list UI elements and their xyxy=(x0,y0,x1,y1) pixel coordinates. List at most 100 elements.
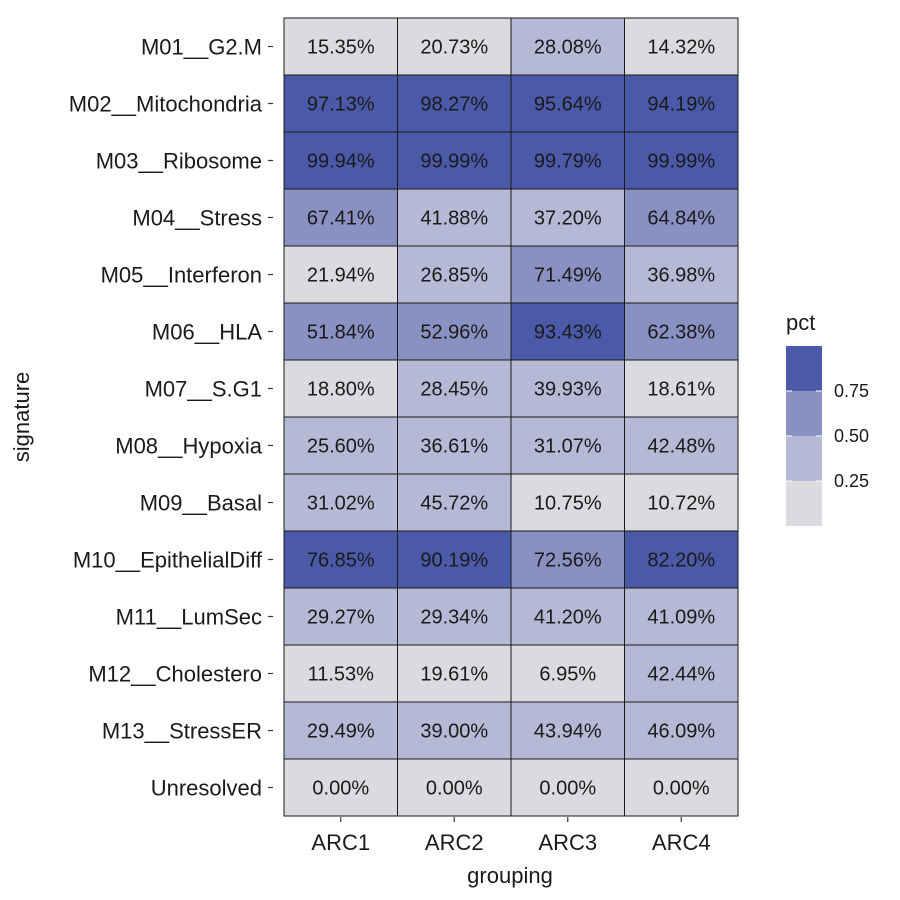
column-tick-label: ARC4 xyxy=(652,830,711,855)
cell-value-label: 72.56% xyxy=(534,550,602,572)
heatmap-cell xyxy=(283,17,398,76)
x-axis-title: grouping xyxy=(467,863,553,888)
cell-value-label: 10.75% xyxy=(534,493,602,515)
heatmap-cell xyxy=(283,758,398,817)
heatmap-cell xyxy=(510,530,625,589)
heatmap-cell xyxy=(510,587,625,646)
heatmap-cell xyxy=(510,359,625,418)
cell-value-label: 41.88% xyxy=(420,208,488,230)
cell-value-label: 95.64% xyxy=(534,94,602,116)
cell-value-label: 10.72% xyxy=(647,493,715,515)
heatmap-cell xyxy=(510,701,625,760)
row-tick-label: M03__Ribosome xyxy=(96,149,262,174)
legend-tick-label: 0.50 xyxy=(834,426,869,446)
legend-color-swatch xyxy=(786,346,822,391)
cell-value-label: 28.08% xyxy=(534,37,602,59)
heatmap-cell xyxy=(624,17,739,76)
cell-value-label: 0.00% xyxy=(653,778,710,800)
heatmap-cell xyxy=(283,644,398,703)
cell-value-label: 99.79% xyxy=(534,151,602,173)
heatmap-cell xyxy=(397,302,512,361)
row-tick-label: Unresolved xyxy=(151,776,262,801)
cell-value-label: 18.61% xyxy=(647,379,715,401)
cell-value-label: 39.93% xyxy=(534,379,602,401)
heatmap-cell xyxy=(283,188,398,247)
cell-value-label: 0.00% xyxy=(312,778,369,800)
heatmap-cell xyxy=(624,302,739,361)
heatmap-cell xyxy=(283,302,398,361)
legend-color-swatch xyxy=(786,481,822,526)
row-tick-label: M09__Basal xyxy=(140,491,262,516)
heatmap-cell xyxy=(397,587,512,646)
heatmap-cell xyxy=(510,473,625,532)
heatmap-cell xyxy=(624,758,739,817)
heatmap-cell xyxy=(624,701,739,760)
heatmap-cell xyxy=(397,17,512,76)
cell-value-label: 62.38% xyxy=(647,322,715,344)
cell-value-label: 18.80% xyxy=(307,379,375,401)
y-axis-title: signature xyxy=(9,372,34,463)
column-tick-label: ARC2 xyxy=(425,830,484,855)
cell-value-label: 21.94% xyxy=(307,265,375,287)
cell-value-label: 37.20% xyxy=(534,208,602,230)
cell-value-label: 94.19% xyxy=(647,94,715,116)
cell-value-label: 29.49% xyxy=(307,721,375,743)
column-tick-label: ARC3 xyxy=(538,830,597,855)
cell-value-label: 41.09% xyxy=(647,607,715,629)
cell-value-label: 14.32% xyxy=(647,37,715,59)
cell-value-label: 76.85% xyxy=(307,550,375,572)
heatmap-cell xyxy=(283,416,398,475)
row-labels: M01__G2.M M02__Mitochondria M03__Ribosome M… xyxy=(69,35,273,801)
heatmap-cell xyxy=(624,131,739,190)
heatmap-cell xyxy=(283,359,398,418)
cell-value-label: 97.13% xyxy=(307,94,375,116)
heatmap-cell xyxy=(283,530,398,589)
cell-value-label: 26.85% xyxy=(420,265,488,287)
heatmap-cell xyxy=(624,359,739,418)
legend-title: pct xyxy=(786,310,815,335)
cell-value-label: 71.49% xyxy=(534,265,602,287)
cell-value-label: 0.00% xyxy=(539,778,596,800)
heatmap-cell xyxy=(510,644,625,703)
row-tick-label: M06__HLA xyxy=(152,320,262,345)
row-tick-label: M01__G2.M xyxy=(141,35,262,60)
cell-value-label: 25.60% xyxy=(307,436,375,458)
heatmap-cell xyxy=(624,530,739,589)
heatmap-cell xyxy=(624,188,739,247)
cell-value-label: 15.35% xyxy=(307,37,375,59)
row-tick-label: M04__Stress xyxy=(132,206,262,231)
row-tick-label: M10__EpithelialDiff xyxy=(73,548,263,573)
cell-value-label: 39.00% xyxy=(420,721,488,743)
heatmap-cell xyxy=(283,701,398,760)
heatmap-cell xyxy=(510,302,625,361)
cell-value-label: 29.27% xyxy=(307,607,375,629)
cell-value-label: 43.94% xyxy=(534,721,602,743)
heatmap-cell xyxy=(397,758,512,817)
cell-value-label: 29.34% xyxy=(420,607,488,629)
column-labels: ARC1 ARC2 ARC3 ARC4 xyxy=(311,817,711,855)
heatmap-cell xyxy=(397,701,512,760)
cell-value-label: 98.27% xyxy=(420,94,488,116)
cell-value-label: 64.84% xyxy=(647,208,715,230)
heatmap-cell xyxy=(624,587,739,646)
cell-value-label: 31.02% xyxy=(307,493,375,515)
heatmap-cell xyxy=(510,245,625,304)
heatmap-cell xyxy=(624,644,739,703)
row-tick-label: M11__LumSec xyxy=(116,605,262,630)
heatmap-cells: 15.35% 20.73% 28.08% 14.32% 97.13% 98.27% 95.6… xyxy=(283,17,739,817)
legend: pct 0.75 0.50 0.25 xyxy=(786,310,869,526)
cell-value-label: 90.19% xyxy=(420,550,488,572)
heatmap-cell xyxy=(397,131,512,190)
row-tick-label: M02__Mitochondria xyxy=(69,92,263,117)
cell-value-label: 0.00% xyxy=(426,778,483,800)
cell-value-label: 99.99% xyxy=(420,151,488,173)
row-tick-label: M13__StressER xyxy=(102,719,262,744)
cell-value-label: 19.61% xyxy=(420,664,488,686)
legend-tick-label: 0.75 xyxy=(834,381,869,401)
cell-value-label: 31.07% xyxy=(534,436,602,458)
cell-value-label: 67.41% xyxy=(307,208,375,230)
row-tick-label: M05__Interferon xyxy=(101,263,262,288)
heatmap-cell xyxy=(397,530,512,589)
cell-value-label: 52.96% xyxy=(420,322,488,344)
heatmap-cell xyxy=(510,758,625,817)
